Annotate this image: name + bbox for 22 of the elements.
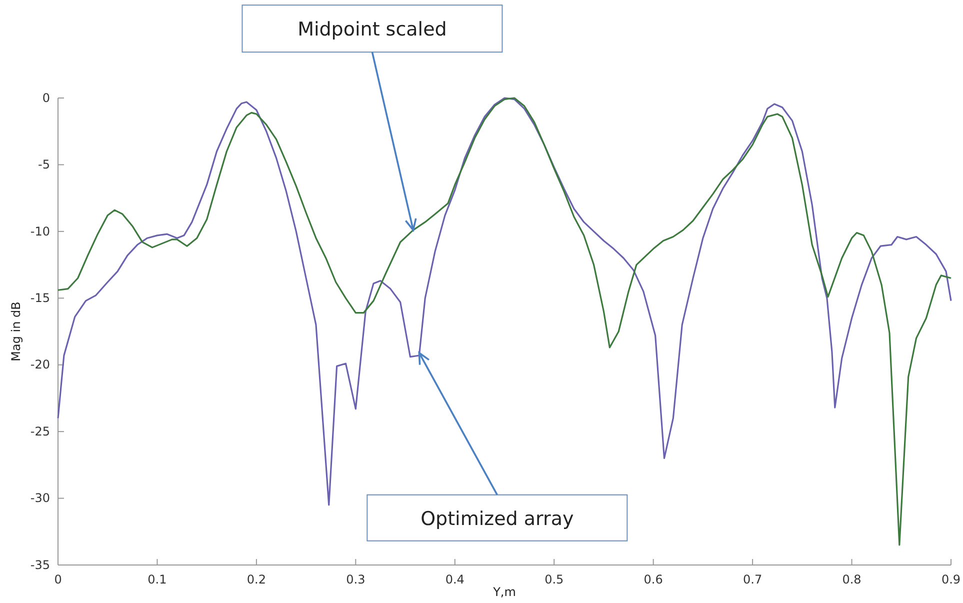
x-axis-title: Y,m — [492, 585, 516, 599]
x-tick-label: 0.4 — [445, 572, 464, 587]
x-tick-label: 0.6 — [644, 572, 663, 587]
y-tick-label: -20 — [30, 358, 50, 372]
x-tick-label: 0 — [54, 572, 62, 587]
x-tick-label: 0.3 — [346, 572, 366, 587]
y-tick-label: -15 — [30, 290, 50, 305]
annotation: Optimized array — [420, 508, 574, 530]
y-tick-label: -10 — [30, 224, 50, 238]
y-tick-label: 0 — [42, 90, 50, 105]
x-tick-label: 0.5 — [544, 572, 564, 587]
x-tick-label: 0.9 — [941, 572, 961, 587]
x-tick-label: 0.7 — [743, 572, 762, 587]
y-tick-label: -30 — [30, 491, 50, 506]
y-axis-title: Mag in dB — [9, 302, 23, 362]
y-tick-label: -35 — [30, 558, 50, 572]
x-tick-label: 0.1 — [148, 572, 167, 587]
x-tick-label: 0.2 — [246, 572, 266, 587]
x-tick-label: 0.8 — [842, 572, 862, 587]
y-tick-label: -5 — [38, 158, 50, 172]
y-tick-label: -25 — [30, 424, 50, 438]
annotation: Midpoint scaled — [298, 18, 447, 41]
